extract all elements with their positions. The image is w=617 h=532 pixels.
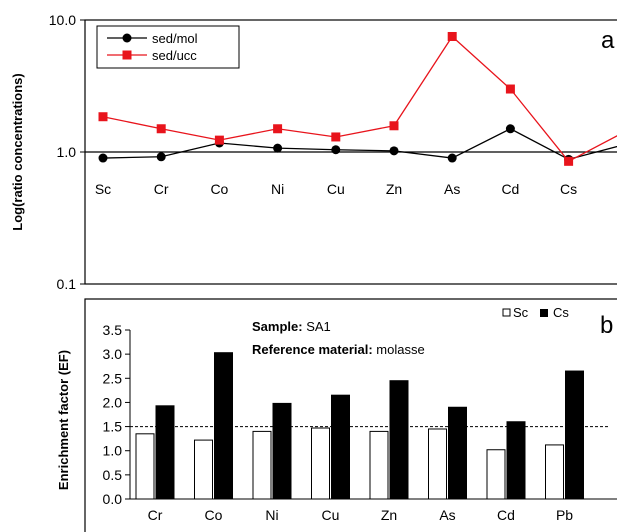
- y-tick-label: 1.0: [57, 144, 77, 160]
- sample-annotation: Sample: SA1: [252, 319, 331, 334]
- category-label-co: Co: [205, 507, 223, 523]
- category-label-cd: Cd: [497, 507, 515, 523]
- category-label-ni: Ni: [265, 507, 278, 523]
- legend-sc-swatch: [502, 308, 511, 317]
- y-tick-label: 1.5: [103, 419, 123, 435]
- panel-b-y-ticks: 0.0 0.5 1.0 1.5 2.0 2.5 3.0 3.5: [103, 322, 130, 507]
- point-sed-mol-cd: [505, 124, 515, 134]
- category-label-as: As: [444, 181, 460, 197]
- legend-cs-label: Cs: [553, 305, 569, 320]
- legend-sed-mol-label: sed/mol: [152, 31, 198, 46]
- bar-sc-cu: [311, 427, 330, 500]
- panel-a-series: [98, 31, 617, 166]
- point-sed-ucc-cd: [505, 84, 515, 94]
- panel-a-ylabel: Log(ratio concentrations): [10, 73, 25, 230]
- panel-b-legend: Sc Cs: [502, 305, 569, 320]
- sample-value: SA1: [306, 319, 331, 334]
- category-label-pb: Pb: [556, 507, 573, 523]
- panel-a-category-labels: ScCrCoNiCuZnAsCdCsPb: [95, 181, 577, 197]
- bar-sc-as: [428, 428, 447, 500]
- bar-sc-cr: [135, 433, 155, 500]
- legend-sed-mol-marker: [122, 33, 132, 43]
- category-label-cd: Cd: [501, 181, 519, 197]
- panel-b-frame: [84, 298, 617, 532]
- category-label-zn: Zn: [381, 507, 397, 523]
- point-sed-ucc-ni: [273, 124, 283, 134]
- point-sed-mol-sc: [98, 153, 108, 163]
- point-sed-mol-as: [447, 153, 457, 163]
- point-sed-ucc-cr: [156, 124, 166, 134]
- bar-sc-ni: [252, 430, 272, 500]
- category-label-co: Co: [210, 181, 228, 197]
- bar-cs-ni: [272, 402, 292, 500]
- panel-a-letter: a: [601, 27, 615, 54]
- legend-sed-ucc-label: sed/ucc: [152, 48, 197, 63]
- panel-a: Log(ratio concentrations) a 0.1 1.0 10.0 S…: [10, 12, 617, 292]
- reference-annotation: Reference material: molasse: [252, 342, 425, 357]
- point-sed-ucc-as: [447, 31, 457, 41]
- category-label-ni: Ni: [271, 181, 284, 197]
- panel-a-legend: sed/mol sed/ucc: [96, 25, 240, 69]
- legend-sc-label: Sc: [513, 305, 529, 320]
- point-sed-ucc-co: [214, 135, 224, 145]
- reference-label: Reference material:: [252, 342, 373, 357]
- y-tick-label: 2.5: [103, 370, 123, 386]
- sample-label: Sample:: [252, 319, 303, 334]
- panel-b-category-labels: Cr Co Ni Cu Zn As Cd Pb: [148, 507, 574, 523]
- legend-cs-swatch: [540, 309, 548, 317]
- category-label-cu: Cu: [322, 507, 340, 523]
- legend-box: [96, 25, 240, 69]
- y-tick-label: 1.0: [103, 443, 123, 459]
- panel-b: Enrichment factor (EF) b 0.0 0.5 1.0 1.5 2.0…: [56, 298, 617, 532]
- category-label-cs: Cs: [560, 181, 577, 197]
- point-sed-ucc-sc: [98, 112, 108, 122]
- panel-a-y-ticks: 0.1 1.0 10.0: [49, 12, 85, 292]
- panel-b-letter: b: [600, 312, 613, 339]
- bar-sc-cd: [486, 449, 506, 500]
- bar-sc-co: [194, 439, 213, 500]
- y-tick-label: 2.0: [103, 394, 123, 410]
- category-label-as: As: [439, 507, 455, 523]
- bar-sc-zn: [369, 430, 389, 500]
- category-label-cu: Cu: [327, 181, 345, 197]
- reference-value: molasse: [376, 342, 424, 357]
- series-line-sed-mol: [102, 128, 617, 161]
- panel-b-bars: [135, 352, 584, 500]
- bar-sc-pb: [545, 444, 564, 500]
- bar-cs-cd: [506, 421, 526, 500]
- category-label-cr: Cr: [154, 181, 169, 197]
- point-sed-mol-ni: [273, 143, 283, 153]
- point-sed-mol-cr: [156, 152, 166, 162]
- point-sed-ucc-zn: [389, 121, 399, 131]
- y-tick-label: 10.0: [49, 12, 76, 28]
- bar-cs-cr: [155, 405, 175, 500]
- panel-b-annotation: Sample: SA1 Reference material: molasse: [252, 319, 425, 357]
- point-sed-ucc-cs: [564, 156, 574, 166]
- category-label-cr: Cr: [148, 507, 163, 523]
- series-line-sed-ucc: [102, 35, 617, 163]
- y-tick-label: 0.0: [103, 491, 123, 507]
- bar-cs-as: [448, 406, 467, 500]
- y-tick-label: 3.0: [103, 346, 123, 362]
- y-tick-label: 0.1: [57, 276, 77, 292]
- point-sed-mol-zn: [389, 146, 399, 156]
- panel-b-ylabel: Enrichment factor (EF): [56, 350, 71, 490]
- point-sed-mol-cu: [331, 145, 341, 155]
- legend-sed-ucc-marker: [122, 50, 132, 60]
- y-tick-label: 3.5: [103, 322, 123, 338]
- category-label-sc: Sc: [95, 181, 111, 197]
- bar-cs-co: [214, 352, 233, 500]
- bar-cs-cu: [331, 394, 350, 500]
- point-sed-ucc-cu: [331, 132, 341, 142]
- y-tick-label: 0.5: [103, 467, 123, 483]
- bar-cs-pb: [565, 370, 584, 500]
- bar-cs-zn: [389, 380, 409, 500]
- category-label-zn: Zn: [386, 181, 402, 197]
